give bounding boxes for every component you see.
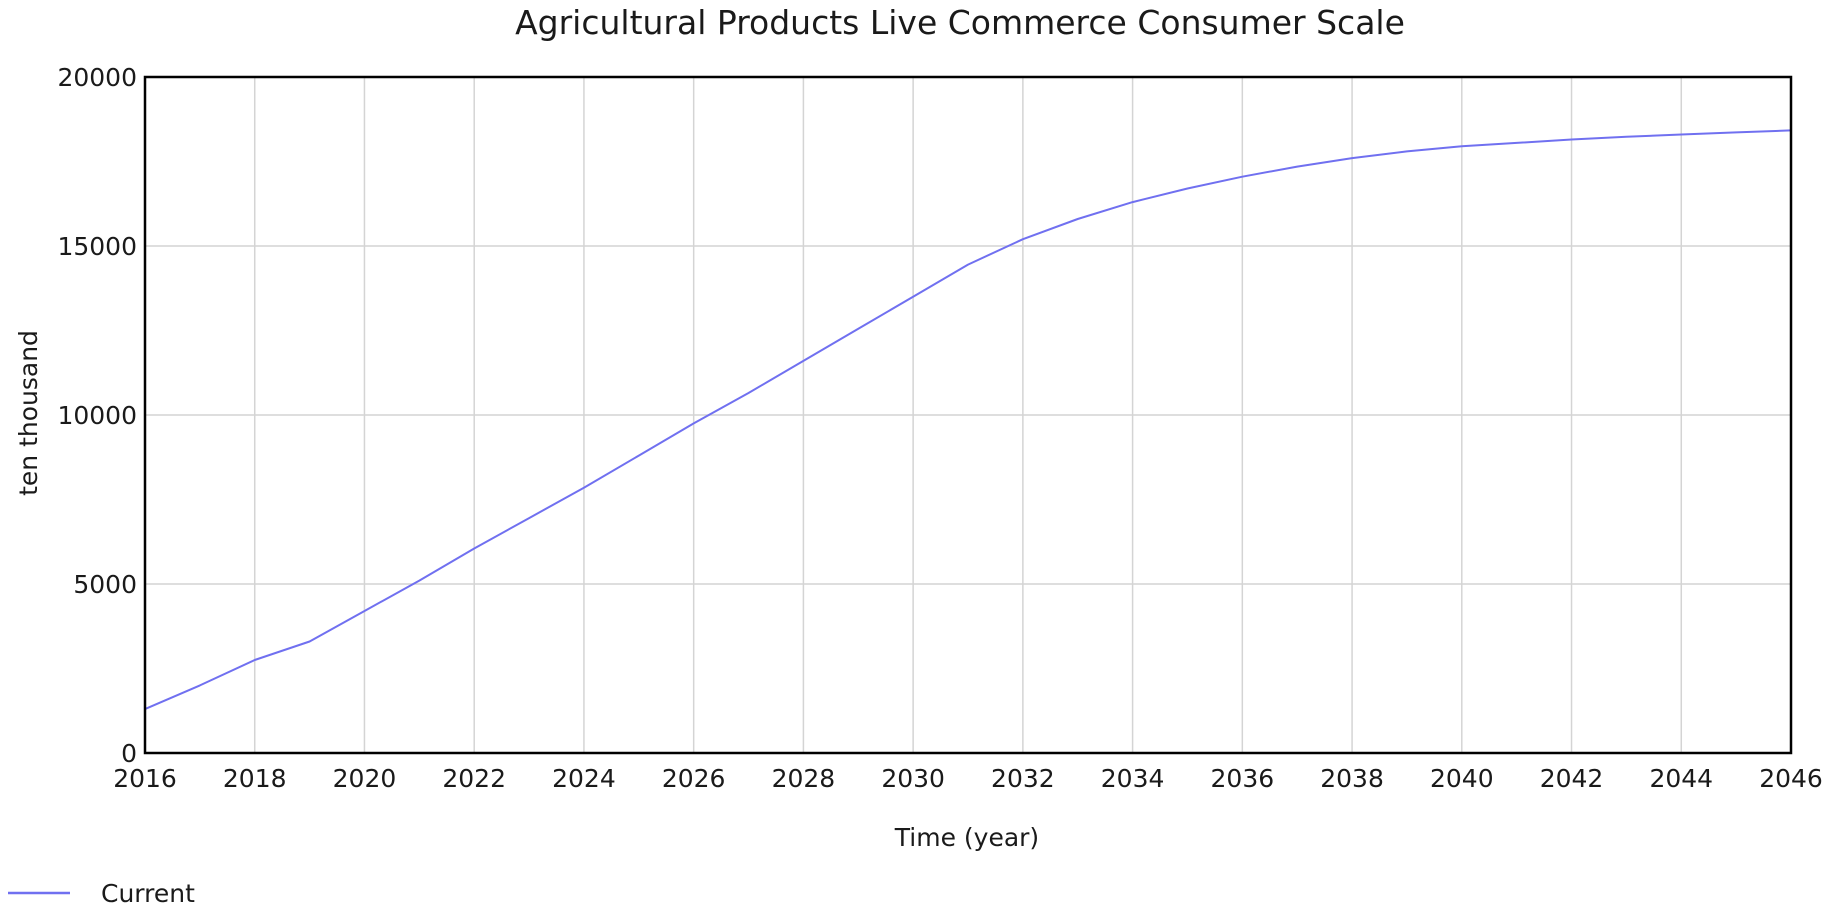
x-tick-label: 2034 <box>1101 764 1165 793</box>
x-axis-label: Time (year) <box>894 823 1039 852</box>
y-tick-label: 15000 <box>57 232 137 261</box>
x-tick-label: 2032 <box>991 764 1055 793</box>
x-tick-label: 2016 <box>113 764 177 793</box>
x-tick-label: 2018 <box>223 764 287 793</box>
x-tick-label: 2040 <box>1430 764 1494 793</box>
x-tick-label: 2020 <box>333 764 397 793</box>
x-tick-label: 2046 <box>1759 764 1823 793</box>
plot-frame <box>143 75 1793 755</box>
x-tick-label: 2038 <box>1320 764 1384 793</box>
y-tick-label: 20000 <box>57 63 137 92</box>
chart-title: Agricultural Products Live Commerce Cons… <box>515 3 1405 42</box>
y-tick-label: 0 <box>121 739 137 768</box>
x-tick-label: 2030 <box>881 764 945 793</box>
legend: Current <box>8 879 195 908</box>
grid-lines <box>144 76 1792 754</box>
x-tick-label: 2044 <box>1649 764 1713 793</box>
x-tick-label: 2036 <box>1211 764 1275 793</box>
y-axis-label: ten thousand <box>14 330 43 496</box>
series-layer <box>144 129 1792 711</box>
y-tick-label: 5000 <box>73 570 137 599</box>
x-tick-label: 2024 <box>552 764 616 793</box>
y-tick-label: 10000 <box>57 401 137 430</box>
x-axis-ticks: 2016 2018 2020 2022 2024 2026 2028 2030 2032 2034… <box>113 764 1823 793</box>
x-tick-label: 2026 <box>662 764 726 793</box>
legend-label-current: Current <box>101 879 195 908</box>
series-line-current <box>144 129 1792 711</box>
x-tick-label: 2022 <box>442 764 506 793</box>
x-tick-label: 2042 <box>1540 764 1604 793</box>
y-axis-ticks: 0 5000 10000 15000 20000 <box>57 63 137 768</box>
x-tick-label: 2028 <box>772 764 836 793</box>
